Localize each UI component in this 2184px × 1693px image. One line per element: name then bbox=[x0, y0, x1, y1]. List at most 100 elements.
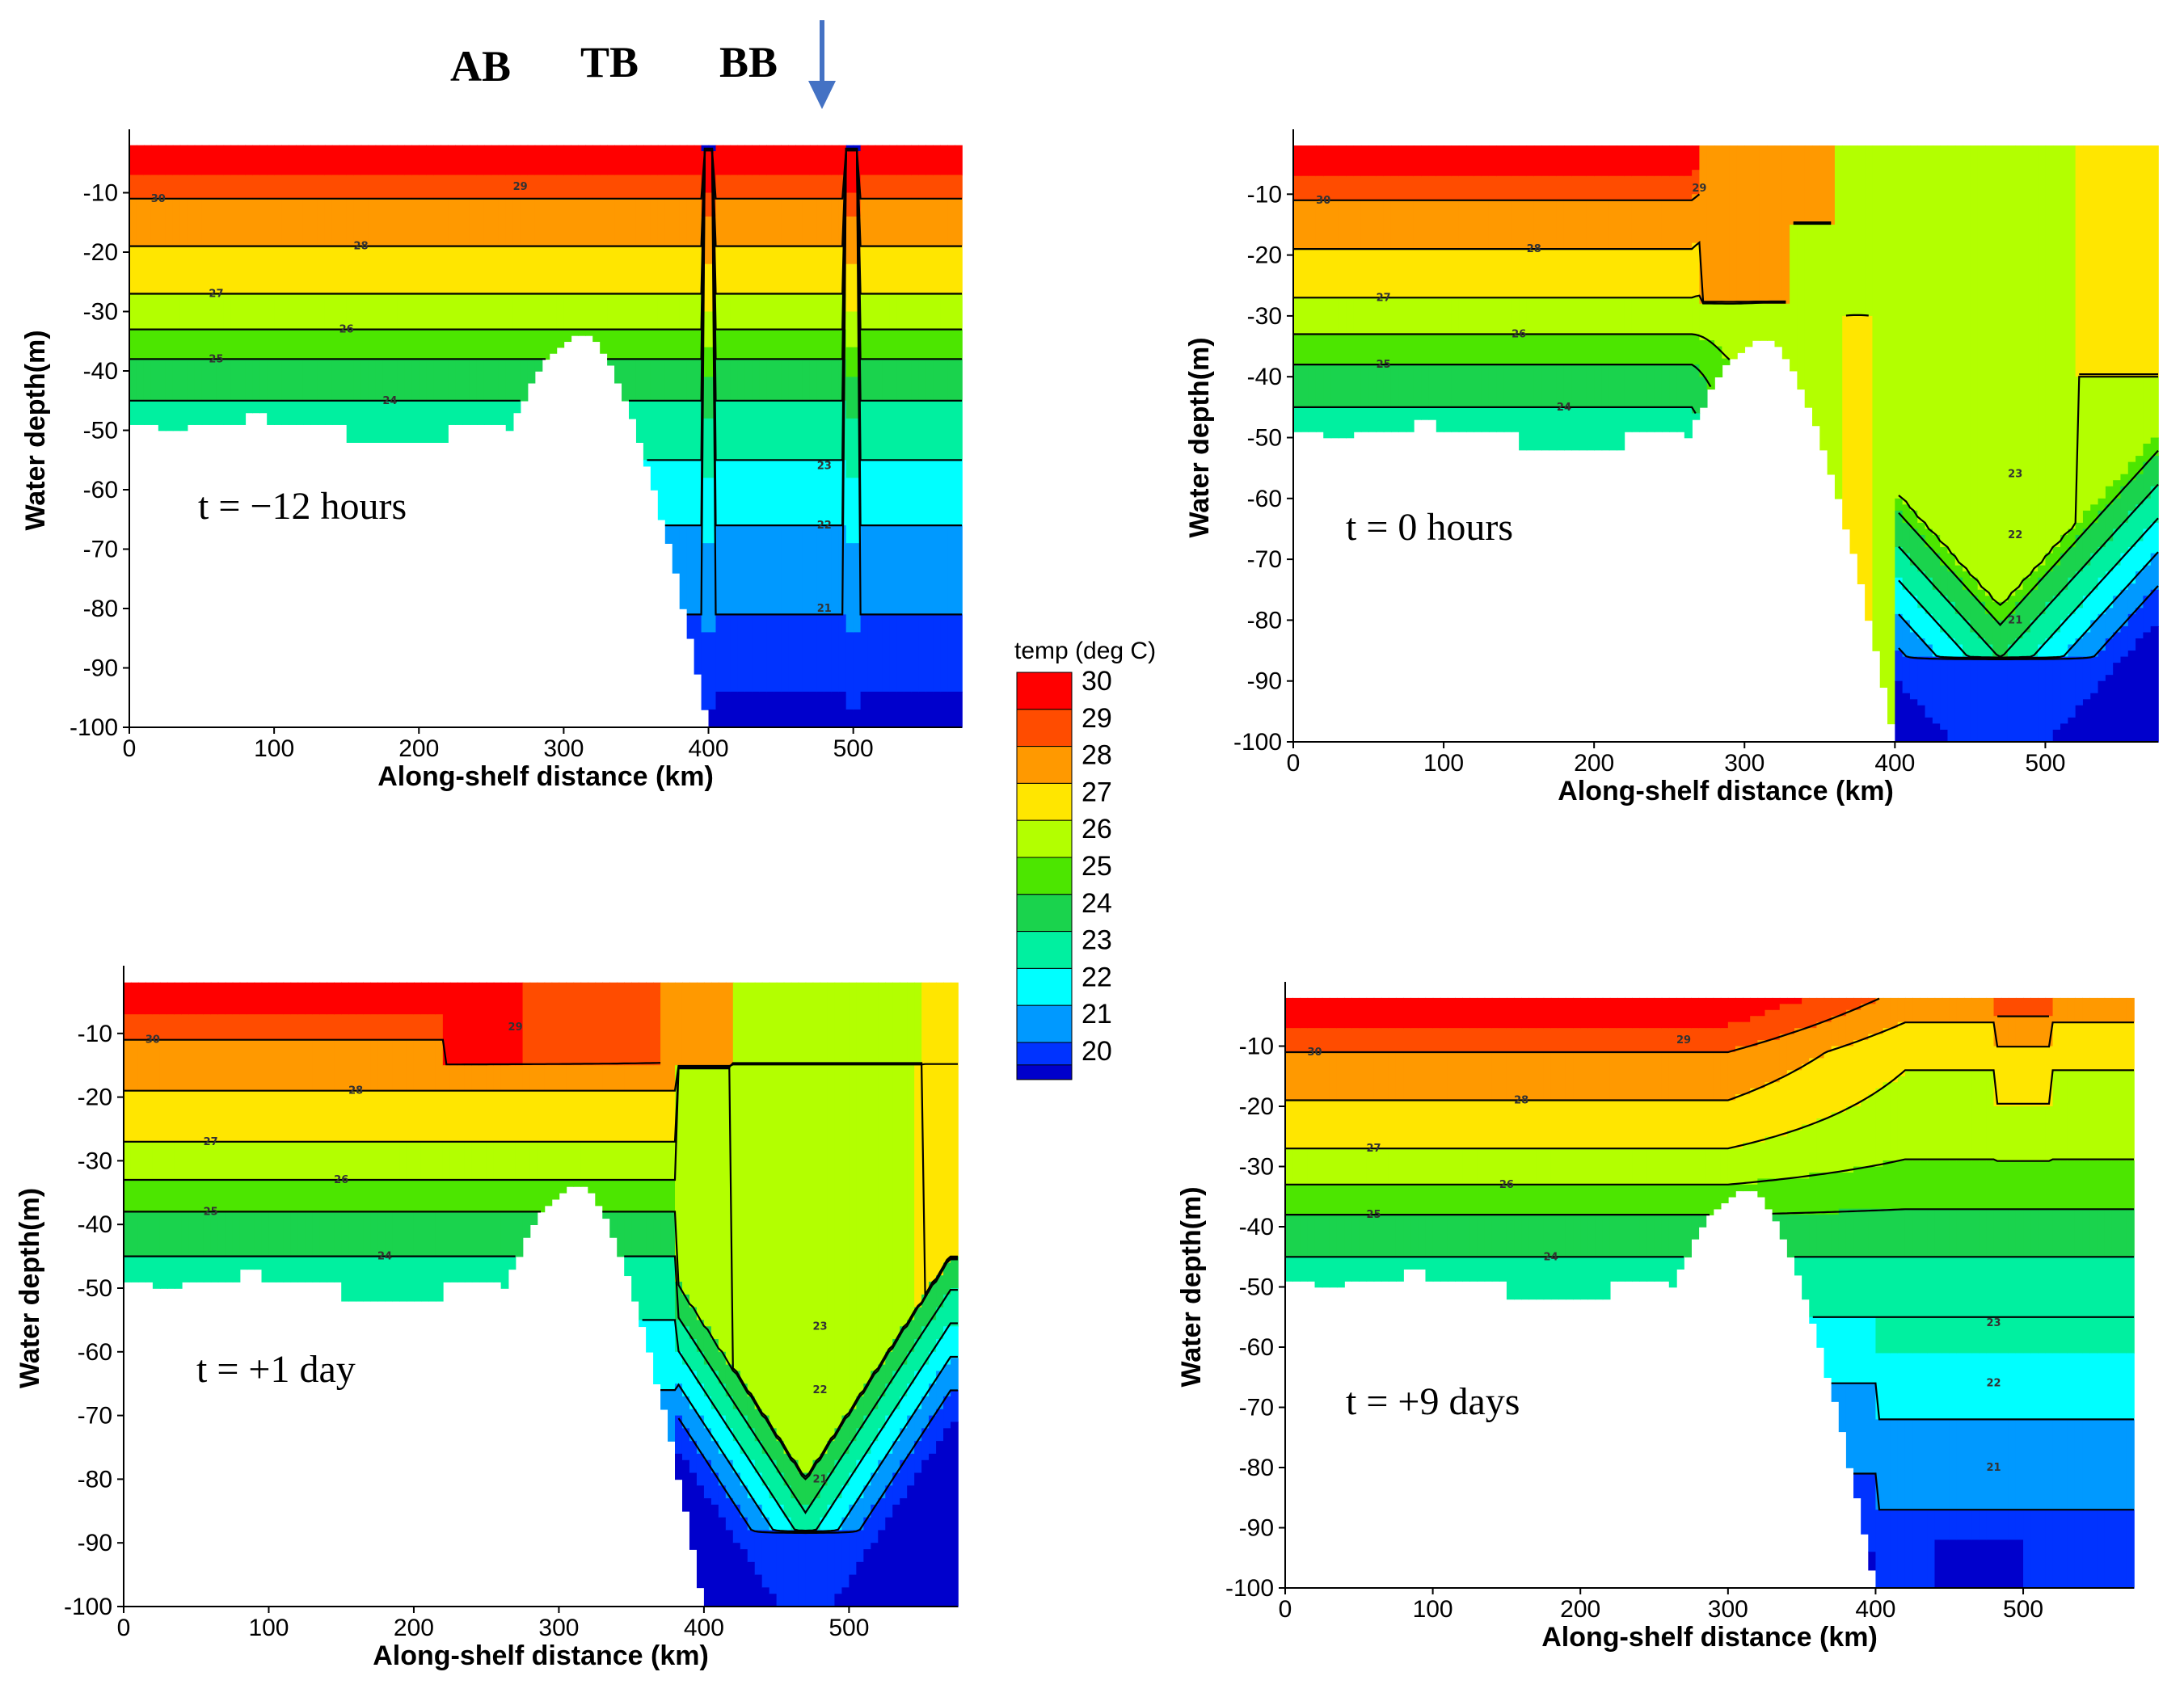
contour-cell bbox=[1684, 997, 1692, 1029]
contour-cell bbox=[1432, 1184, 1441, 1215]
contour-cell bbox=[2098, 145, 2106, 377]
contour-cell bbox=[2015, 1106, 2024, 1161]
contour-cell bbox=[834, 1530, 843, 1595]
contour-cell bbox=[643, 145, 651, 176]
contour-cell bbox=[420, 1256, 429, 1302]
contour-cell bbox=[1954, 145, 1963, 566]
contour-cell bbox=[1376, 364, 1385, 408]
contour-cell bbox=[1595, 997, 1604, 1029]
contour-cell bbox=[1692, 194, 1701, 244]
contour-cell bbox=[860, 175, 869, 200]
contour-cell bbox=[426, 293, 434, 331]
contour-cell bbox=[1942, 1257, 1950, 1354]
contour-cell bbox=[368, 145, 377, 176]
contour-cell bbox=[1895, 145, 1904, 499]
contour-cell bbox=[657, 359, 666, 402]
contour-cell bbox=[2120, 522, 2129, 554]
contour-cell bbox=[356, 1014, 364, 1041]
x-tick-label: 200 bbox=[1574, 750, 1614, 777]
contour-cell bbox=[1366, 997, 1375, 1029]
contour-cell bbox=[515, 1180, 524, 1213]
contour-cell bbox=[1436, 200, 1444, 250]
contour-cell bbox=[479, 1141, 487, 1181]
contour-cell bbox=[1698, 997, 1707, 1029]
contour-cell bbox=[476, 329, 485, 360]
contour-cell bbox=[1300, 1100, 1309, 1149]
contour-cell bbox=[1897, 1021, 1906, 1077]
contour-cell bbox=[1359, 997, 1368, 1029]
contour-cell bbox=[152, 1039, 161, 1092]
y-tick-label: -100 bbox=[70, 714, 118, 741]
contour-cell bbox=[732, 982, 741, 1372]
contour-cell bbox=[483, 359, 492, 402]
contour-cell bbox=[896, 246, 905, 295]
contour-cell bbox=[585, 175, 594, 200]
contour-cell bbox=[725, 982, 734, 1066]
contour-cell bbox=[1895, 547, 1904, 579]
contour-cell bbox=[187, 175, 196, 200]
contour-cell bbox=[614, 198, 622, 247]
contour-cell bbox=[167, 1090, 175, 1143]
contour-cell bbox=[860, 329, 869, 360]
contour-cell bbox=[679, 400, 688, 461]
contour-cell bbox=[1543, 1100, 1552, 1149]
contour-cell bbox=[1432, 1148, 1441, 1186]
contour-cell bbox=[1301, 334, 1309, 365]
contour-cell bbox=[1330, 249, 1339, 299]
y-tick-label: -80 bbox=[78, 1466, 112, 1493]
contour-cell bbox=[1669, 249, 1678, 299]
contour-cell bbox=[449, 1256, 458, 1282]
y-axis-title: Water depth(m) bbox=[1176, 1186, 1207, 1387]
contour-cell bbox=[129, 145, 137, 176]
contour-cell bbox=[766, 614, 774, 693]
contour-cell bbox=[929, 1453, 937, 1607]
contour-cell bbox=[476, 145, 485, 176]
contour-cell bbox=[1308, 297, 1317, 335]
contour-cell bbox=[689, 982, 698, 1066]
contour-cell bbox=[1897, 1510, 1906, 1589]
contour-cell bbox=[696, 1383, 705, 1417]
contour-cell bbox=[1639, 175, 1648, 201]
contour-cell bbox=[1779, 1034, 1788, 1077]
contour-cell bbox=[152, 1014, 161, 1041]
contour-cell bbox=[152, 1090, 161, 1143]
contour-cell bbox=[1550, 1148, 1559, 1186]
contour-cell bbox=[420, 982, 429, 1015]
contour-cell bbox=[1521, 1100, 1530, 1149]
contour-cell bbox=[2136, 145, 2144, 377]
contour-cell bbox=[1890, 1353, 1899, 1421]
contour-cell bbox=[1496, 175, 1505, 201]
contour-cell bbox=[2030, 1510, 2039, 1589]
contour-cell bbox=[377, 1014, 386, 1041]
contour-cell bbox=[664, 145, 673, 176]
contour-cell bbox=[1927, 1510, 1936, 1589]
contour-cell bbox=[657, 460, 666, 520]
contour-cell bbox=[1395, 1148, 1404, 1186]
contour-cell bbox=[1323, 249, 1332, 299]
contour-cell bbox=[145, 1014, 154, 1041]
contour-cell bbox=[795, 198, 803, 247]
contour-cell bbox=[1883, 1160, 1891, 1210]
contour-cell bbox=[689, 1441, 698, 1474]
contour-cell bbox=[390, 329, 398, 360]
contour-cell bbox=[1462, 1215, 1471, 1258]
contour-cell bbox=[1428, 297, 1437, 335]
x-tick-label: 400 bbox=[1855, 1596, 1895, 1623]
contour-cell bbox=[194, 246, 203, 295]
contour-cell bbox=[268, 1256, 277, 1282]
contour-cell bbox=[464, 1065, 473, 1092]
contour-cell bbox=[158, 145, 167, 176]
contour-cell bbox=[520, 359, 529, 402]
contour-cell bbox=[1654, 297, 1663, 335]
contour-cell bbox=[2074, 1353, 2083, 1421]
contour-cell bbox=[1845, 1172, 1854, 1210]
contour-cell bbox=[1897, 1076, 1906, 1161]
contour-cell bbox=[925, 460, 934, 526]
contour-cell bbox=[1816, 1058, 1825, 1119]
contour-cell bbox=[1344, 1257, 1352, 1282]
contour-cell bbox=[1949, 1353, 1958, 1421]
contour-cell bbox=[346, 145, 355, 176]
contour-cell bbox=[1912, 1021, 1921, 1072]
contour-cell bbox=[896, 293, 905, 331]
contour-cell bbox=[732, 1543, 741, 1607]
